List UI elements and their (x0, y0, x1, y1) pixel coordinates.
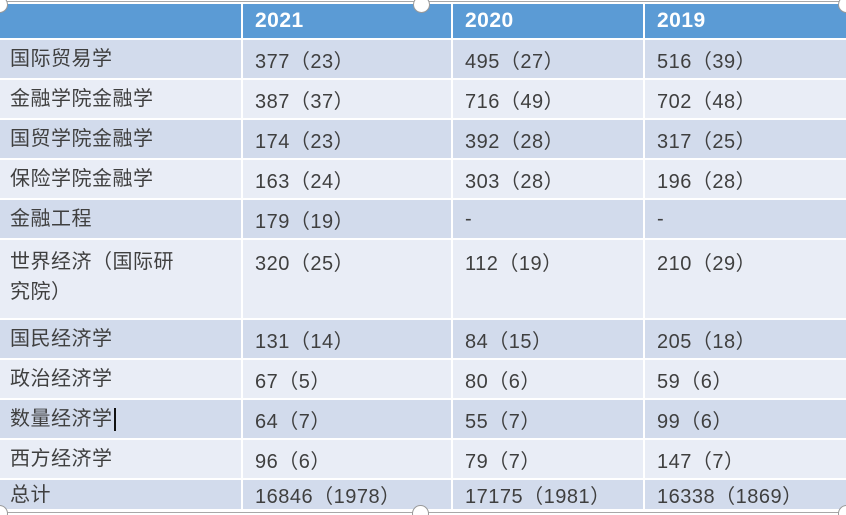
table-cell[interactable]: 131（14） (243, 320, 451, 358)
selection-handle-bottom-center[interactable] (412, 505, 429, 515)
table-cell[interactable]: 210（29） (645, 240, 846, 318)
table-cell[interactable]: - (645, 200, 846, 238)
row-label[interactable]: 国际贸易学 (0, 40, 241, 78)
header-cell-2020[interactable]: 2020 (453, 4, 643, 38)
table-cell[interactable]: 377（23） (243, 40, 451, 78)
table-cell[interactable]: 16338（1869） (645, 480, 846, 509)
table-cell[interactable]: 67（5） (243, 360, 451, 398)
table-cell[interactable]: 80（6） (453, 360, 643, 398)
row-label[interactable]: 国贸学院金融学 (0, 120, 241, 158)
table-cell[interactable]: 17175（1981） (453, 480, 643, 509)
row-label[interactable]: 总计 (0, 480, 241, 509)
row-label[interactable]: 西方经济学 (0, 440, 241, 478)
table-cell[interactable]: 147（7） (645, 440, 846, 478)
enrollment-table: 2021 2020 2019 国际贸易学 377（23） 495（27） 516… (0, 4, 846, 509)
selection-handle-top-center[interactable] (413, 0, 430, 13)
table-cell[interactable]: 392（28） (453, 120, 643, 158)
row-label-text: 数量经济学 (10, 408, 113, 430)
table-cell[interactable]: - (453, 200, 643, 238)
selection-handle-bottom-right[interactable] (838, 505, 846, 515)
table-cell[interactable]: 516（39） (645, 40, 846, 78)
table-cell[interactable]: 495（27） (453, 40, 643, 78)
table-cell[interactable]: 16846（1978） (243, 480, 451, 509)
table-cell[interactable]: 317（25） (645, 120, 846, 158)
table-cell[interactable]: 84（15） (453, 320, 643, 358)
row-label[interactable]: 国民经济学 (0, 320, 241, 358)
table-cell[interactable]: 196（28） (645, 160, 846, 198)
row-label[interactable]: 金融学院金融学 (0, 80, 241, 118)
selection-handle-bottom-left[interactable] (0, 505, 8, 515)
header-cell-2019[interactable]: 2019 (645, 4, 846, 38)
table-cell[interactable]: 320（25） (243, 240, 451, 318)
table-cell[interactable]: 174（23） (243, 120, 451, 158)
table-cell[interactable]: 387（37） (243, 80, 451, 118)
table-cell[interactable]: 303（28） (453, 160, 643, 198)
header-cell-blank[interactable] (0, 4, 241, 38)
table-cell[interactable]: 64（7） (243, 400, 451, 438)
table-cell[interactable]: 99（6） (645, 400, 846, 438)
table-cell[interactable]: 79（7） (453, 440, 643, 478)
table-cell[interactable]: 96（6） (243, 440, 451, 478)
table-cell[interactable]: 205（18） (645, 320, 846, 358)
table-cell[interactable]: 702（48） (645, 80, 846, 118)
table-cell[interactable]: 179（19） (243, 200, 451, 238)
table-cell[interactable]: 163（24） (243, 160, 451, 198)
row-label[interactable]: 数量经济学 (0, 400, 241, 438)
row-label[interactable]: 政治经济学 (0, 360, 241, 398)
header-cell-2021[interactable]: 2021 (243, 4, 451, 38)
table-cell[interactable]: 716（49） (453, 80, 643, 118)
table-cell[interactable]: 59（6） (645, 360, 846, 398)
text-cursor (113, 407, 116, 431)
table-cell[interactable]: 112（19） (453, 240, 643, 318)
table-cell[interactable]: 55（7） (453, 400, 643, 438)
row-label[interactable]: 金融工程 (0, 200, 241, 238)
row-label[interactable]: 世界经济（国际研究院） (0, 240, 241, 318)
row-label[interactable]: 保险学院金融学 (0, 160, 241, 198)
